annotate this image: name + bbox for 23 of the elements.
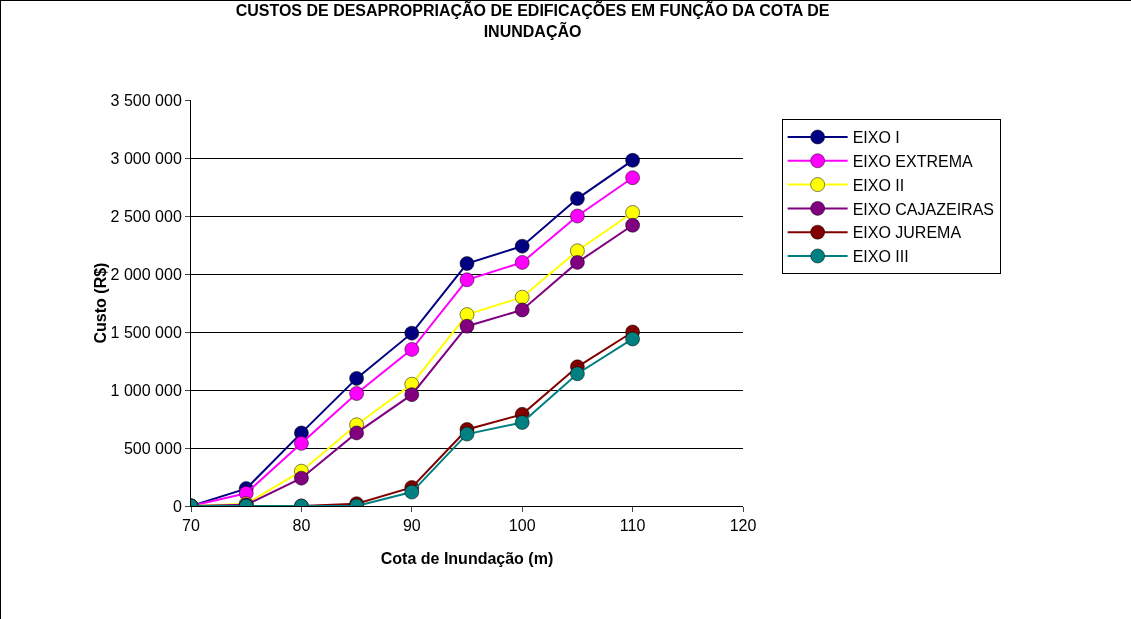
legend-label: EIXO I bbox=[852, 129, 900, 147]
x-tick-label: 100 bbox=[508, 517, 536, 535]
y-tick-label: 2 500 000 bbox=[110, 207, 182, 225]
x-tick-label: 90 bbox=[402, 517, 421, 535]
legend-label: EIXO CAJAZEIRAS bbox=[852, 200, 995, 218]
legend-label: EIXO JUREMA bbox=[852, 224, 962, 242]
x-tick-label: 80 bbox=[292, 517, 311, 535]
y-tick-label: 2 000 000 bbox=[110, 265, 182, 283]
y-tick-label: 1 500 000 bbox=[110, 323, 182, 341]
y-tick-label: 0 bbox=[172, 497, 182, 515]
legend-label: EIXO III bbox=[852, 248, 909, 266]
y-tick-label: 3 000 000 bbox=[110, 149, 182, 167]
y-tick-label: 500 000 bbox=[123, 439, 182, 457]
y-tick-label: 3 500 000 bbox=[110, 91, 182, 109]
legend-label: EIXO II bbox=[852, 176, 905, 194]
x-axis-title: Cota de Inundação (m) bbox=[380, 550, 554, 567]
legend-label: EIXO EXTREMA bbox=[852, 153, 973, 171]
x-tick-label: 110 bbox=[619, 517, 646, 535]
y-axis-title: Custo (R$) bbox=[91, 262, 109, 344]
x-tick-label: 70 bbox=[182, 517, 200, 535]
y-tick-label: 1 000 000 bbox=[110, 381, 182, 399]
chart-title: CUSTOS DE DESAPROPRIAÇÃO DE EDIFICAÇÕES EM FUNÇÃO DA COTA DE INUNDAÇÃO bbox=[235, 0, 830, 41]
x-tick-label: 120 bbox=[729, 517, 757, 535]
